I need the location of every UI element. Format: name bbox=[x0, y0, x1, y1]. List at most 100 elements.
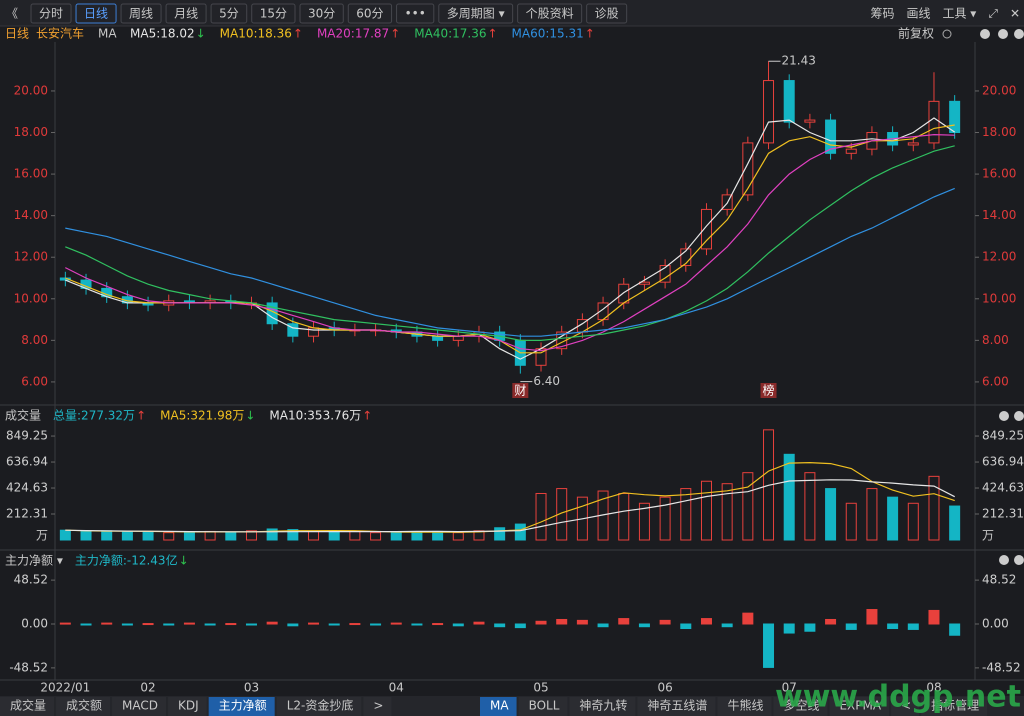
close-icon[interactable] bbox=[999, 555, 1009, 565]
legend-entry: MA5:321.98万 bbox=[160, 409, 244, 423]
ma-line bbox=[65, 133, 955, 352]
bar bbox=[121, 531, 133, 541]
toolbar-button[interactable]: ✕ bbox=[1010, 7, 1020, 21]
bar bbox=[535, 620, 547, 625]
candle-body bbox=[432, 335, 444, 341]
toolbar-button[interactable]: 筹码 bbox=[870, 7, 894, 21]
legend-arrow: ↑ bbox=[487, 27, 497, 41]
y-tick-label: 20.00 bbox=[982, 83, 1016, 97]
bar bbox=[183, 531, 195, 541]
toolbar-button[interactable]: 工具 ▾ bbox=[942, 7, 976, 21]
settings-icon[interactable] bbox=[1014, 555, 1024, 565]
close-icon[interactable] bbox=[999, 411, 1009, 421]
bar bbox=[949, 623, 961, 636]
tab[interactable]: BOLL bbox=[529, 699, 560, 713]
x-tick-label: 04 bbox=[389, 681, 404, 695]
toolbar-button[interactable]: 分时 bbox=[39, 7, 63, 21]
unit-label: 万 bbox=[982, 529, 994, 543]
bar bbox=[101, 530, 113, 541]
tab-bg bbox=[773, 697, 828, 716]
watermark: www.ddgp.net bbox=[775, 680, 1021, 715]
tab[interactable]: L2-资金抄底 bbox=[287, 698, 354, 713]
bar bbox=[907, 623, 919, 630]
toolbar-button[interactable]: 个股资料 bbox=[526, 7, 574, 21]
tab[interactable]: EXPMA bbox=[839, 699, 881, 713]
legend-arrow: ↑ bbox=[585, 27, 595, 41]
bar bbox=[514, 623, 526, 629]
bar bbox=[266, 621, 278, 625]
button-frame bbox=[30, 3, 72, 24]
bar bbox=[928, 609, 940, 625]
button-frame bbox=[75, 3, 117, 24]
event-marker[interactable]: 榜 bbox=[763, 383, 775, 398]
tab-bg bbox=[518, 697, 568, 716]
toolbar-button[interactable]: 60分 bbox=[356, 7, 383, 21]
x-tick-label: 08 bbox=[926, 681, 941, 695]
bar bbox=[949, 505, 961, 541]
bar bbox=[452, 532, 464, 541]
y-tick-label: 0.00 bbox=[21, 617, 48, 631]
bar bbox=[804, 623, 816, 632]
event-marker[interactable]: 财 bbox=[514, 384, 526, 398]
settings-icon[interactable] bbox=[1014, 29, 1024, 39]
tab[interactable]: 多空线 bbox=[783, 699, 819, 713]
tab[interactable]: MACD bbox=[122, 699, 158, 713]
tab[interactable]: 主力净额 bbox=[219, 699, 267, 713]
adjust-mode[interactable]: 前复权 bbox=[898, 26, 934, 41]
toolbar-button[interactable]: ⤢ bbox=[987, 7, 998, 21]
tab[interactable]: KDJ bbox=[178, 699, 199, 713]
y-tick-label: 6.00 bbox=[21, 374, 48, 388]
pane-title[interactable]: 成交量 bbox=[5, 408, 41, 423]
bar bbox=[907, 502, 919, 541]
y-tick-label: 636.94 bbox=[6, 455, 48, 469]
toolbar-button[interactable]: ••• bbox=[405, 7, 426, 21]
ma-line bbox=[65, 479, 955, 533]
toolbar-button[interactable]: 15分 bbox=[260, 7, 287, 21]
toolbar-button[interactable]: 30分 bbox=[308, 7, 335, 21]
tab[interactable]: 指标管理 bbox=[931, 698, 979, 713]
bar bbox=[866, 488, 878, 541]
tab[interactable]: 成交额 bbox=[66, 698, 102, 713]
toolbar-button[interactable]: 5分 bbox=[219, 7, 239, 21]
zoom-in-icon[interactable] bbox=[980, 29, 990, 39]
x-tick-label: 07 bbox=[782, 681, 797, 695]
bar bbox=[225, 623, 237, 626]
toolbar-button[interactable]: 月线 bbox=[174, 7, 198, 21]
tab[interactable]: > bbox=[373, 699, 383, 713]
toolbar-button[interactable]: 《 bbox=[6, 7, 18, 21]
settings-icon[interactable] bbox=[1014, 411, 1024, 421]
legend-entry: MA40:17.36 bbox=[414, 27, 486, 41]
candle-body bbox=[804, 119, 816, 123]
tab-bg bbox=[637, 697, 716, 716]
zoom-out-icon[interactable] bbox=[998, 29, 1008, 39]
tab[interactable]: MA bbox=[490, 699, 509, 713]
toolbar-button[interactable]: 多周期图 ▾ bbox=[447, 7, 505, 21]
pane-title[interactable]: 主力净额 ▾ bbox=[5, 554, 63, 568]
toolbar-button[interactable]: 诊股 bbox=[595, 7, 619, 21]
tab[interactable]: 神奇九转 bbox=[579, 698, 627, 713]
candle-body bbox=[928, 100, 940, 144]
legend-arrow: ↑ bbox=[362, 409, 372, 423]
bar bbox=[556, 618, 568, 625]
y-tick-label: 8.00 bbox=[982, 333, 1009, 347]
tab[interactable]: 牛熊线 bbox=[727, 698, 763, 713]
tab[interactable]: < bbox=[901, 699, 911, 713]
candle-body bbox=[907, 142, 919, 146]
bar bbox=[535, 492, 547, 541]
toolbar-button[interactable]: 画线 bbox=[906, 7, 930, 21]
button-frame bbox=[586, 3, 628, 24]
tab[interactable]: 成交量 bbox=[10, 698, 46, 713]
annotation: 21.43 bbox=[782, 54, 816, 68]
toolbar-button[interactable]: 日线 bbox=[84, 7, 108, 21]
x-tick-label: 03 bbox=[244, 681, 259, 695]
bar bbox=[597, 623, 609, 628]
tab[interactable]: 神奇五线谱 bbox=[647, 699, 707, 713]
bar bbox=[721, 623, 733, 628]
lock-icon[interactable] bbox=[942, 29, 952, 39]
y-tick-label: 212.31 bbox=[6, 507, 48, 521]
toolbar-button[interactable]: 周线 bbox=[129, 7, 153, 21]
bar bbox=[287, 529, 299, 541]
y-tick-label: 849.25 bbox=[982, 429, 1024, 443]
